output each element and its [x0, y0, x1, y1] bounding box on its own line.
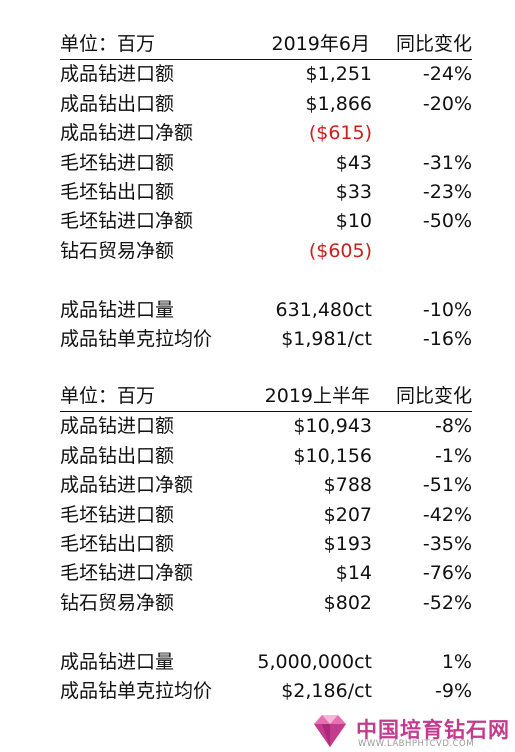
- row-value-negative: ($605): [308, 239, 372, 262]
- row-label: 成品钻单克拉均价: [60, 327, 213, 350]
- row-label: 毛坯钻进口净额: [60, 562, 194, 585]
- row-value: $193: [323, 532, 372, 555]
- change-header: 同比变化: [395, 33, 472, 55]
- row-change: -42%: [422, 503, 472, 526]
- watermark-name: 中国培育钻石网: [356, 718, 510, 742]
- row-change: 1%: [441, 650, 472, 673]
- row-change: -31%: [422, 151, 472, 174]
- table-row: 毛坯钻出口额 $193 -35%: [60, 530, 472, 559]
- change-header: 同比变化: [395, 385, 472, 407]
- row-value: 631,480ct: [275, 298, 372, 321]
- table-header: 单位：百万 2019年6月 同比变化: [60, 30, 472, 61]
- table-row: 成品钻单克拉均价 $2,186/ct -9%: [60, 677, 472, 706]
- table-june-2019: 单位：百万 2019年6月 同比变化 成品钻进口额 $1,251 -24% 成品…: [60, 30, 472, 354]
- period-header: 2019年6月: [271, 33, 370, 55]
- table-row: 成品钻进口额 $1,251 -24%: [60, 60, 472, 89]
- row-label: 成品钻进口额: [60, 415, 175, 438]
- row-label: 成品钻进口额: [60, 63, 175, 86]
- row-label: 钻石贸易净额: [60, 591, 175, 614]
- table-h1-2019: 单位：百万 2019上半年 同比变化 成品钻进口额 $10,943 -8% 成品…: [60, 382, 472, 706]
- row-value: $2,186/ct: [281, 679, 372, 702]
- row-label: 毛坯钻进口额: [60, 151, 175, 174]
- table-header: 单位：百万 2019上半年 同比变化: [60, 382, 472, 413]
- row-change: -8%: [435, 415, 472, 438]
- row-value: $10: [335, 210, 372, 233]
- table-row: 成品钻出口额 $10,156 -1%: [60, 442, 472, 471]
- row-label: 成品钻进口净额: [60, 122, 194, 145]
- watermark-logo: 中国培育钻石网 WWW.LABHPHTCVD.COM: [300, 712, 515, 752]
- row-change: -23%: [422, 180, 472, 203]
- row-label: 毛坯钻出口额: [60, 180, 175, 203]
- table-row: 成品钻进口量 631,480ct -10%: [60, 296, 472, 325]
- row-value: $43: [335, 151, 372, 174]
- row-value: $788: [323, 474, 372, 497]
- row-change: -24%: [422, 63, 472, 86]
- table-row: 毛坯钻进口净额 $14 -76%: [60, 559, 472, 588]
- table-row: 成品钻进口额 $10,943 -8%: [60, 412, 472, 441]
- row-label: 毛坯钻出口额: [60, 532, 175, 555]
- row-value-negative: ($615): [308, 122, 372, 145]
- table-row: 毛坯钻进口净额 $10 -50%: [60, 207, 472, 236]
- watermark-url: WWW.LABHPHTCVD.COM: [358, 739, 475, 749]
- table-row: 成品钻进口净额 $788 -51%: [60, 471, 472, 500]
- table-row: 成品钻单克拉均价 $1,981/ct -16%: [60, 325, 472, 354]
- row-change: -50%: [422, 210, 472, 233]
- row-value: $10,943: [293, 415, 372, 438]
- row-label: 钻石贸易净额: [60, 239, 175, 262]
- row-value: $1,251: [305, 63, 372, 86]
- row-value: $33: [335, 180, 372, 203]
- table-row: 成品钻进口净额 ($615): [60, 119, 472, 148]
- row-change: -9%: [435, 679, 472, 702]
- table-row: 钻石贸易净额 $802 -52%: [60, 589, 472, 618]
- table-row: 成品钻进口量 5,000,000ct 1%: [60, 648, 472, 677]
- diamond-logo-icon: [314, 715, 346, 747]
- unit-label: 单位：百万: [60, 33, 156, 55]
- table-row: 毛坯钻进口额 $43 -31%: [60, 149, 472, 178]
- row-change: -1%: [435, 444, 472, 467]
- unit-label: 单位：百万: [60, 385, 156, 407]
- row-change: -20%: [422, 92, 472, 115]
- row-value: $1,866: [305, 92, 372, 115]
- row-label: 成品钻进口净额: [60, 474, 194, 497]
- row-label: 成品钻出口额: [60, 444, 175, 467]
- row-label: 成品钻单克拉均价: [60, 679, 213, 702]
- row-value: $10,156: [293, 444, 372, 467]
- row-change: -16%: [422, 327, 472, 350]
- table-row: 钻石贸易净额 ($605): [60, 237, 472, 266]
- row-change: -52%: [422, 591, 472, 614]
- row-label: 毛坯钻进口额: [60, 503, 175, 526]
- row-value: $1,981/ct: [281, 327, 372, 350]
- row-change: -10%: [422, 298, 472, 321]
- period-header: 2019上半年: [264, 385, 370, 407]
- row-label: 毛坯钻进口净额: [60, 210, 194, 233]
- row-change: -76%: [422, 562, 472, 585]
- row-value: $14: [335, 562, 372, 585]
- table-row: 毛坯钻出口额 $33 -23%: [60, 178, 472, 207]
- row-value: $802: [323, 591, 372, 614]
- row-label: 成品钻进口量: [60, 650, 175, 673]
- row-label: 成品钻进口量: [60, 298, 175, 321]
- table-row: 毛坯钻进口额 $207 -42%: [60, 501, 472, 530]
- row-change: -35%: [422, 532, 472, 555]
- row-label: 成品钻出口额: [60, 92, 175, 115]
- row-value: 5,000,000ct: [257, 650, 372, 673]
- table-row: 成品钻出口额 $1,866 -20%: [60, 90, 472, 119]
- row-change: -51%: [422, 474, 472, 497]
- row-value: $207: [323, 503, 372, 526]
